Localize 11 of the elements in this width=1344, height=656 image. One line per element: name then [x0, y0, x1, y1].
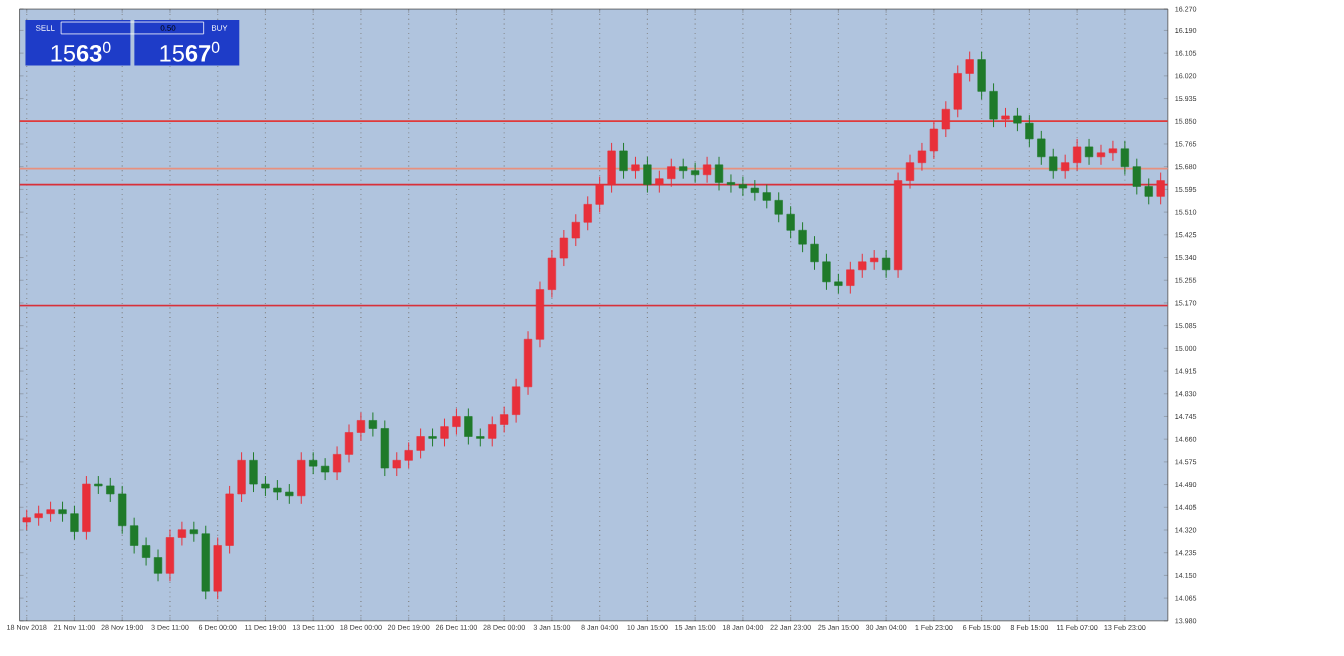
annotation: 1567$^{0}$ — [160, 42, 220, 62]
candlestick — [1084, 138, 1094, 166]
candlestick — [297, 451, 306, 505]
candlestick — [643, 156, 652, 194]
candlestick — [882, 249, 891, 279]
candlestick — [1156, 172, 1165, 206]
annotation: 1563$^{0}$ — [51, 42, 111, 62]
candlestick — [82, 475, 91, 541]
candlestick — [702, 156, 712, 184]
candlestick — [619, 142, 628, 180]
candlestick — [631, 156, 640, 180]
